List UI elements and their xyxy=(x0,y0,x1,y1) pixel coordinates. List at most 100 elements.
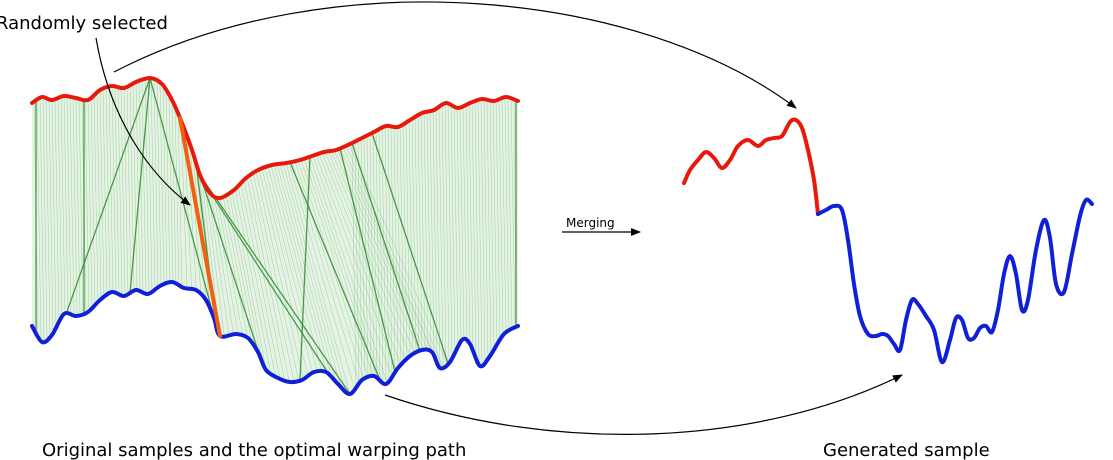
warping-link xyxy=(495,100,501,341)
warping-path-region xyxy=(32,77,518,395)
warping-link xyxy=(309,156,388,383)
original-sample-top-curve xyxy=(30,75,520,201)
arrow-randomly-selected-to-segment xyxy=(95,37,191,206)
warping-guide-line xyxy=(65,77,151,315)
warping-link xyxy=(153,79,159,288)
warping-link xyxy=(417,115,423,351)
warping-link xyxy=(207,189,230,335)
warping-link xyxy=(279,163,341,387)
warping-link xyxy=(477,100,483,365)
warping-link xyxy=(72,97,78,316)
original-sample-bottom-curve xyxy=(30,279,520,396)
warping-link xyxy=(177,113,183,288)
warping-link xyxy=(300,159,374,377)
warping-link xyxy=(381,127,387,385)
warping-link xyxy=(78,98,84,314)
warping-link xyxy=(321,152,406,361)
warping-link xyxy=(504,97,510,332)
warping-guide-line xyxy=(351,142,421,352)
warping-guide-line xyxy=(339,148,396,373)
warping-link xyxy=(489,100,495,350)
warping-link xyxy=(246,177,290,382)
merging-label: Merging xyxy=(566,216,615,230)
warping-link xyxy=(93,94,99,303)
warping-link xyxy=(438,107,444,367)
warping-link xyxy=(342,146,439,365)
warping-link xyxy=(63,95,69,315)
warping-link xyxy=(141,80,147,294)
generated-sample-blue-part xyxy=(816,197,1094,365)
warping-link xyxy=(276,164,337,382)
warping-link xyxy=(297,160,369,378)
right-caption: Generated sample xyxy=(823,440,990,460)
warping-link xyxy=(138,81,144,293)
warping-link xyxy=(378,129,384,383)
warping-link xyxy=(303,158,378,379)
warping-link xyxy=(264,167,318,373)
warping-link xyxy=(48,99,54,334)
warping-link xyxy=(54,98,60,323)
warping-link xyxy=(474,101,480,364)
warping-link xyxy=(162,85,168,284)
arrow-bottom-to-generated xyxy=(384,374,903,435)
warping-link xyxy=(39,98,45,341)
warping-link xyxy=(60,96,66,315)
warping-link xyxy=(231,191,267,371)
warping-link xyxy=(84,99,90,312)
warping-link xyxy=(330,150,420,352)
warping-link xyxy=(327,151,416,354)
warping-link xyxy=(210,193,234,335)
warping-link xyxy=(387,126,393,377)
warping-link xyxy=(243,179,285,381)
warping-link xyxy=(480,99,486,362)
warping-link xyxy=(399,125,405,363)
warping-link xyxy=(288,162,355,389)
warping-link xyxy=(510,98,516,328)
warping-link xyxy=(156,81,162,286)
warping-link xyxy=(456,107,462,342)
warping-link xyxy=(90,97,96,306)
warping-link xyxy=(432,110,438,363)
warping-link xyxy=(36,99,42,341)
warping-link xyxy=(66,96,72,316)
warping-link xyxy=(393,126,399,369)
warping-link xyxy=(357,139,363,381)
warping-link xyxy=(255,171,304,380)
warping-link xyxy=(339,148,434,356)
warping-link xyxy=(426,111,432,352)
warping-link xyxy=(174,106,180,286)
warping-guide-line xyxy=(205,185,331,377)
arrow-top-to-generated xyxy=(113,1,797,109)
warping-link xyxy=(228,192,262,360)
warping-guide-line xyxy=(199,174,351,395)
warping-guide-line xyxy=(371,132,449,364)
warping-guide-line xyxy=(299,156,311,381)
warping-link xyxy=(258,169,309,377)
warping-fill xyxy=(32,78,518,394)
warping-link xyxy=(435,108,441,369)
warping-link xyxy=(291,161,360,384)
warping-link xyxy=(111,85,117,294)
warping-link xyxy=(270,165,327,373)
warping-link xyxy=(501,98,507,333)
warping-link xyxy=(351,142,357,388)
warping-link xyxy=(150,78,156,290)
warping-link xyxy=(318,153,402,366)
warping-link xyxy=(447,103,453,359)
warping-link xyxy=(204,183,225,336)
warping-link xyxy=(114,86,120,295)
warping-link xyxy=(261,168,313,373)
warping-link xyxy=(507,97,513,330)
warping-link xyxy=(249,175,295,382)
warping-link xyxy=(465,104,471,345)
warping-link xyxy=(273,164,332,378)
warping-link xyxy=(42,97,48,339)
warping-link xyxy=(372,132,378,379)
warping-link xyxy=(462,105,468,343)
warping-link xyxy=(360,138,366,380)
warping-link xyxy=(51,99,57,329)
warping-link xyxy=(315,154,397,371)
warping-link xyxy=(423,112,429,352)
warping-link xyxy=(282,163,346,391)
warping-link xyxy=(117,86,123,296)
